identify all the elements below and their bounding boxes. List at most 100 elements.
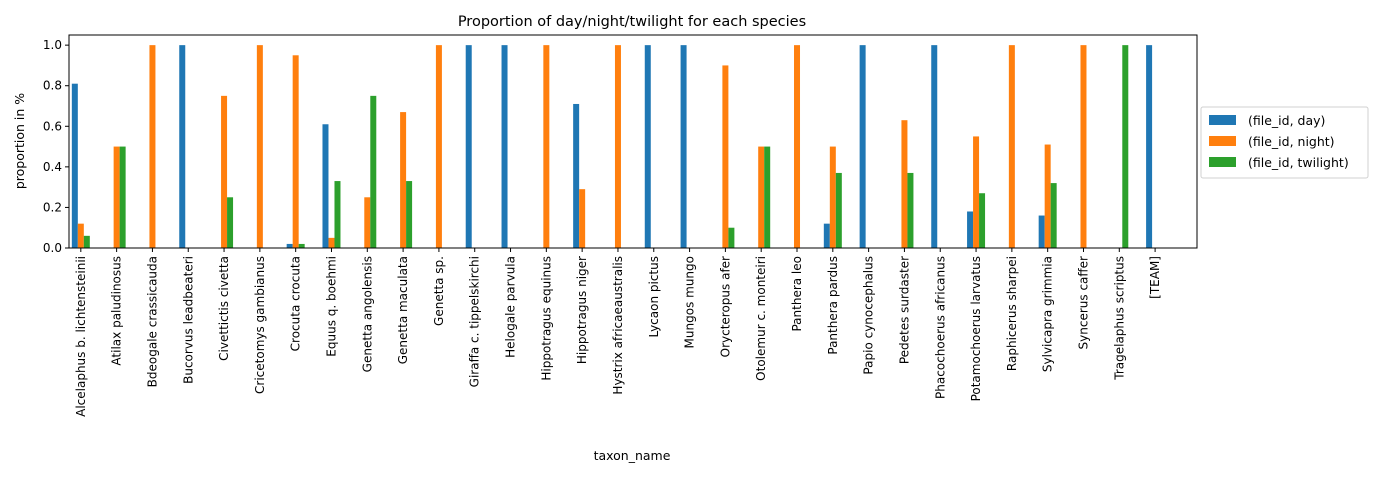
y-tick-label: 1.0 [43, 38, 62, 52]
bar [579, 189, 586, 248]
bar [859, 45, 866, 248]
bar [722, 65, 729, 249]
x-tick-label: Hystrix africaeaustralis [611, 256, 625, 395]
x-tick-label: Panthera pardus [826, 256, 840, 355]
x-tick-label: Papio cynocephalus [862, 256, 876, 375]
bar [1008, 45, 1015, 248]
x-tick-label: Giraffa c. tippelskirchi [468, 256, 482, 387]
chart-title: Proportion of day/night/twilight for eac… [458, 14, 806, 30]
y-tick-label: 0.4 [43, 160, 62, 174]
x-tick-label: Orycteropus afer [718, 256, 732, 357]
bar [1122, 45, 1129, 248]
bar [400, 112, 407, 248]
plot-frame [68, 34, 1198, 249]
x-tick-label: Genetta maculata [396, 256, 410, 364]
bar [364, 197, 371, 248]
bar [680, 45, 687, 248]
y-axis: 0.0 0.2 0.4 0.6 0.8 1.0 [43, 38, 69, 255]
legend-box [1200, 106, 1369, 179]
legend-swatch [1209, 115, 1236, 125]
x-tick-label: [TEAM] [1148, 256, 1162, 299]
x-tick-label: Mungos mungo [683, 256, 697, 348]
x-tick-label: Potamochoerus larvatus [969, 256, 983, 401]
bar [322, 124, 329, 248]
bar [907, 172, 914, 248]
legend-swatch [1209, 157, 1236, 167]
bar [298, 243, 305, 248]
bar [979, 193, 986, 248]
x-tick-label: Crocuta crocuta [289, 256, 303, 351]
y-tick-label: 0.8 [43, 79, 62, 93]
bars-group [71, 45, 1153, 249]
bar [406, 181, 413, 248]
x-tick-label: Tragelaphus scriptus [1112, 256, 1126, 381]
bar [77, 223, 84, 248]
bar [967, 211, 974, 248]
legend-label: (file_id, night) [1248, 134, 1335, 149]
x-tick-label: Cricetomys gambianus [253, 256, 267, 394]
x-tick-label: Bdeogale crassicauda [145, 256, 159, 387]
bar [573, 103, 580, 248]
bar [1044, 144, 1051, 248]
x-tick-label: Syncerus caffer [1076, 256, 1090, 350]
bar [794, 45, 801, 248]
x-tick-label: Alcelaphus b. lichtensteinii [74, 256, 88, 417]
bar [829, 146, 836, 248]
legend-label: (file_id, day) [1248, 113, 1325, 128]
bar [328, 237, 335, 248]
x-tick-label: Genetta angolensis [360, 256, 374, 372]
bar [465, 45, 472, 248]
bar [823, 223, 830, 248]
bar [835, 172, 842, 248]
bar [286, 243, 293, 248]
bar [1146, 45, 1153, 248]
x-tick-label: Panthera leo [790, 256, 804, 332]
bar [543, 45, 550, 248]
bar [614, 45, 621, 248]
x-axis: Alcelaphus b. lichtensteinii Atilax palud… [74, 248, 1162, 417]
x-tick-label: Genetta sp. [432, 256, 446, 326]
bar [435, 45, 442, 248]
x-tick-label: Civettictis civetta [217, 256, 231, 361]
bar [1038, 215, 1045, 248]
bar [1050, 183, 1057, 248]
bar [758, 146, 765, 248]
bar [501, 45, 508, 248]
x-tick-label: Lycaon pictus [647, 256, 661, 338]
x-tick-label: Hippotragus niger [575, 256, 589, 364]
y-tick-label: 0.2 [43, 200, 62, 214]
bar [71, 83, 78, 248]
bar [256, 45, 263, 248]
bar [728, 227, 735, 248]
bar [1080, 45, 1087, 248]
bar [901, 120, 908, 248]
bar [973, 136, 980, 248]
bar [370, 95, 377, 248]
y-tick-label: 0.6 [43, 119, 62, 133]
bar [113, 146, 120, 248]
bar [149, 45, 156, 248]
x-tick-label: Atilax paludinosus [110, 256, 124, 366]
x-tick-label: Otolemur c. monteiri [754, 256, 768, 381]
bar [292, 55, 299, 248]
x-axis-label: taxon_name [594, 448, 671, 463]
x-tick-label: Pedetes surdaster [897, 256, 911, 364]
bar [227, 197, 234, 248]
legend: (file_id, day) (file_id, night) (file_id, … [1200, 106, 1369, 179]
bar [931, 45, 938, 248]
x-tick-label: Helogale parvula [504, 256, 518, 358]
legend-label: (file_id, twilight) [1248, 155, 1349, 170]
x-tick-label: Bucorvus leadbeateri [181, 256, 195, 384]
bar [119, 146, 126, 248]
bar [179, 45, 186, 248]
x-tick-label: Sylvicapra grimmia [1041, 256, 1055, 372]
bar [83, 235, 90, 248]
legend-swatch [1209, 136, 1236, 146]
bar [764, 146, 771, 248]
bar [334, 181, 341, 248]
x-tick-label: Equus q. boehmi [324, 256, 338, 357]
bar [644, 45, 651, 248]
x-tick-label: Phacochoerus africanus [933, 256, 947, 399]
x-tick-label: Hippotragus equinus [539, 256, 553, 381]
